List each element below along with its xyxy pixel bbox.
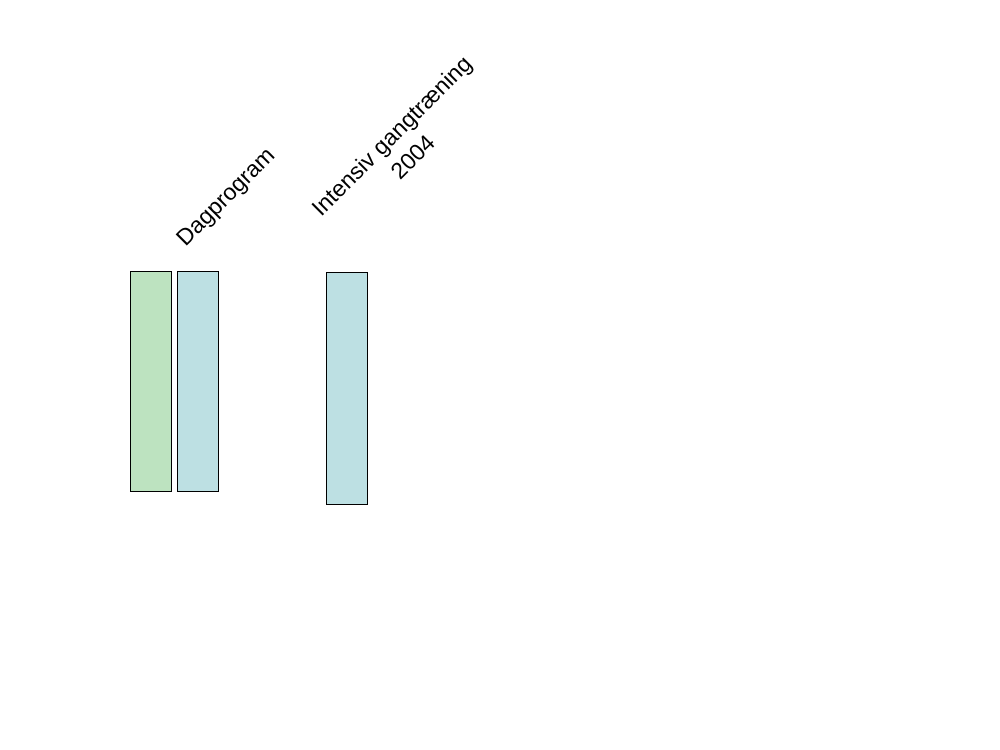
dagprogram-label: Dagprogram	[170, 141, 280, 251]
blue-box-intensiv	[326, 272, 368, 505]
blue-box-dagprogram	[177, 271, 219, 492]
green-box	[130, 271, 172, 492]
intensiv-gangtraening-label: Intensiv gangtræning 2004	[305, 49, 499, 243]
